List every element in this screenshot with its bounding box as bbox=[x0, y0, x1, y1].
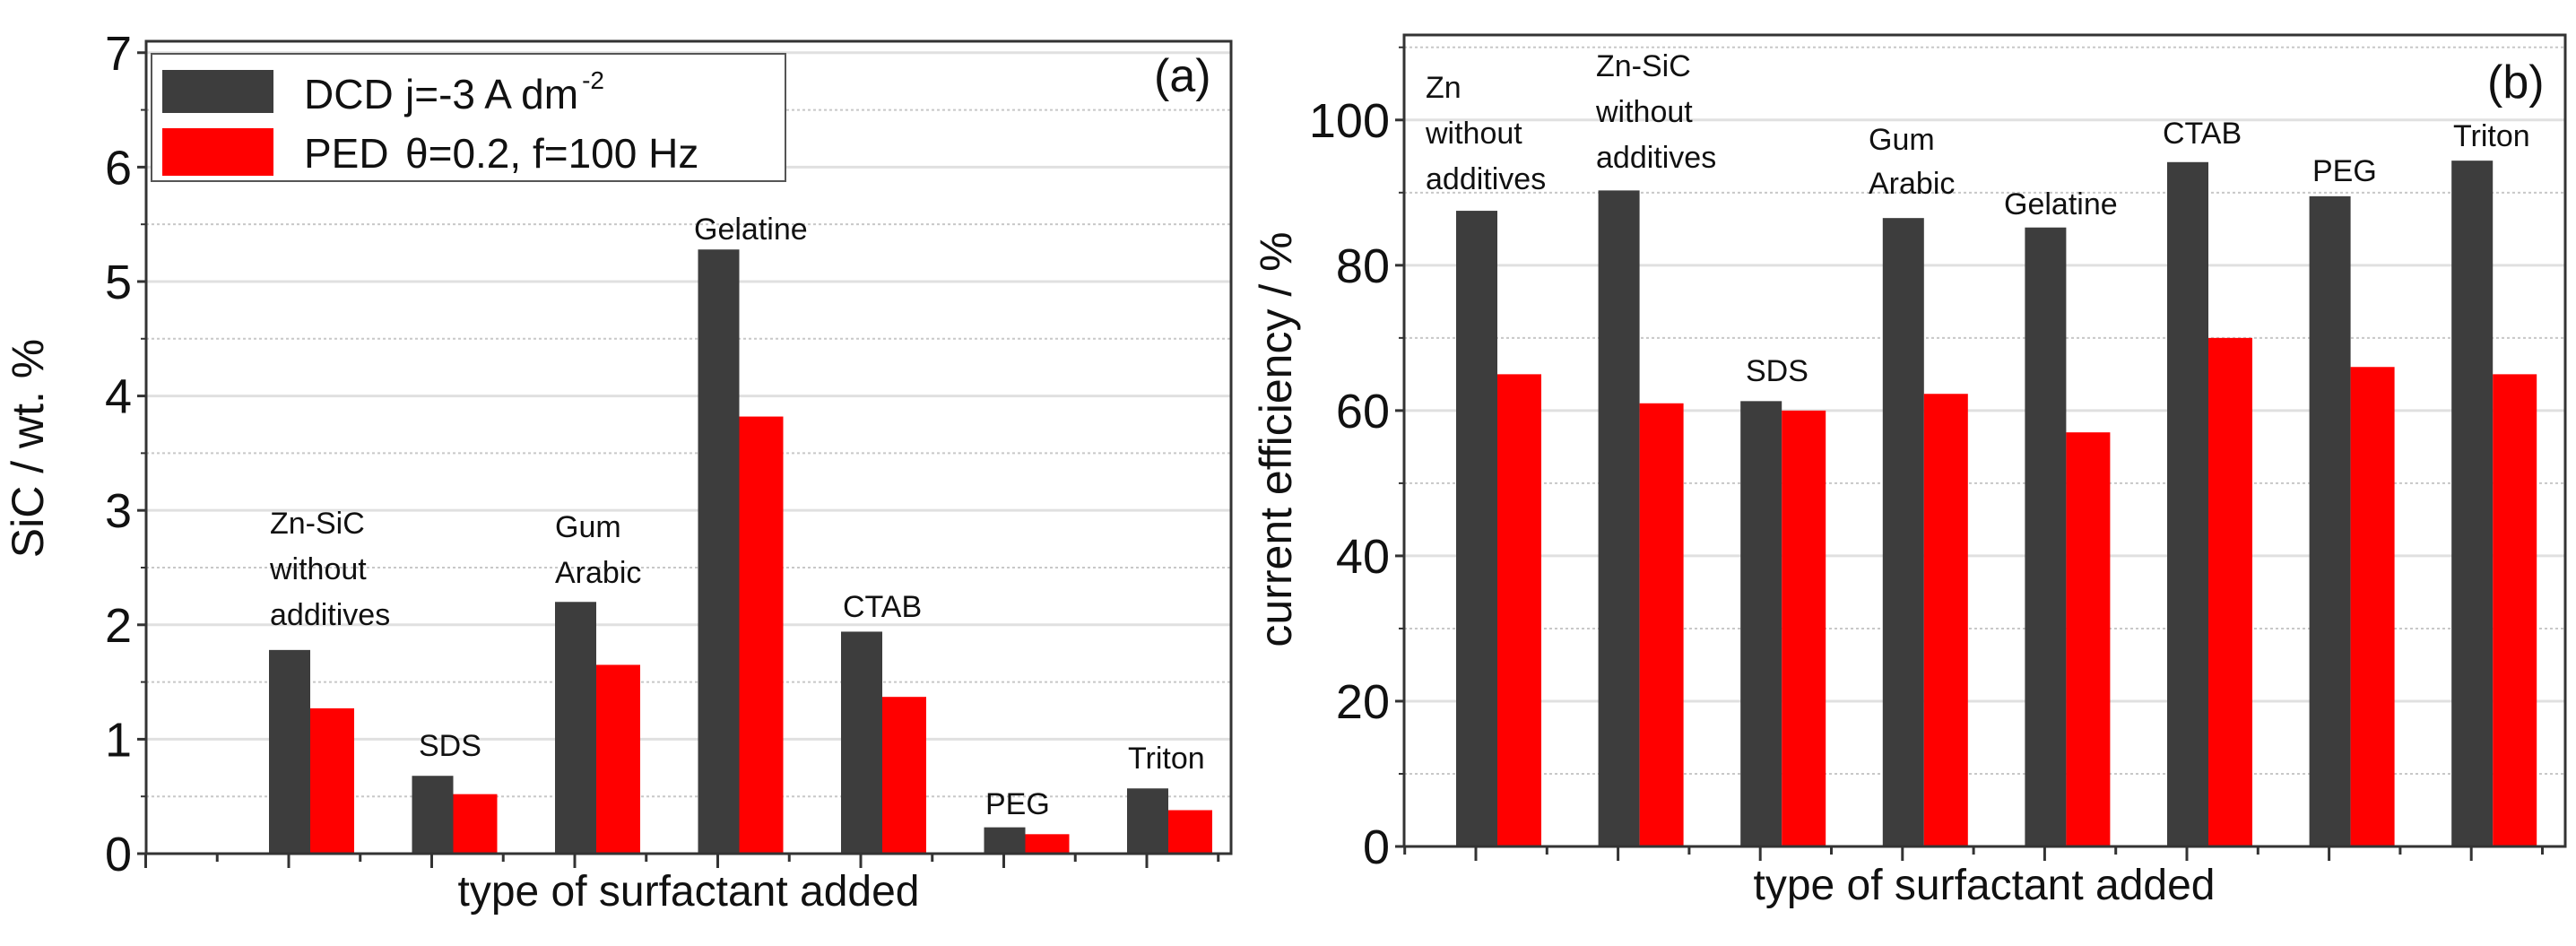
bar-dcd bbox=[1598, 190, 1640, 847]
bar-dcd bbox=[412, 776, 454, 854]
bar-dcd bbox=[2309, 195, 2351, 846]
bar-category-label: Zn bbox=[1426, 71, 1461, 105]
bar-category-label: Gelatine bbox=[2004, 187, 2118, 221]
bar-ped bbox=[739, 416, 784, 854]
bar-ped bbox=[2208, 337, 2252, 847]
bar-category-label: Arabic bbox=[1869, 167, 1955, 201]
bar-category-label: SDS bbox=[1746, 354, 1808, 388]
y-tick-label: 0 bbox=[1363, 820, 1390, 874]
bar-dcd bbox=[2167, 161, 2208, 847]
bar-dcd bbox=[2025, 227, 2067, 846]
bar-category-label: Arabic bbox=[555, 556, 641, 590]
x-axis-title: type of surfactant added bbox=[1753, 862, 2215, 909]
bar-ped bbox=[1639, 403, 1684, 846]
plot-frame bbox=[1402, 33, 2567, 848]
bar-dcd bbox=[984, 827, 1026, 854]
legend-swatch-dcd bbox=[162, 70, 273, 113]
bar-dcd bbox=[1740, 401, 1782, 846]
bar-category-label: SDS bbox=[419, 729, 481, 763]
y-axis-title: SiC / wt. % bbox=[3, 339, 53, 558]
chart-panel-a: Zn-SiC without additives SDS Gum Arabic Gelati… bbox=[3, 27, 1233, 916]
y-axis-title: current efficiency / % bbox=[1251, 231, 1301, 647]
bar-category-label: CTAB bbox=[843, 590, 922, 624]
bar-category-label: Zn-SiC bbox=[270, 507, 365, 541]
bar-category-label: additives bbox=[270, 598, 390, 632]
legend-condition: j=-3 A dm bbox=[403, 71, 578, 117]
bar-category-label: CTAB bbox=[2163, 117, 2242, 151]
bar-dcd bbox=[2451, 161, 2494, 846]
y-tick-label: 3 bbox=[105, 484, 132, 538]
bar-category-label: Triton bbox=[2453, 119, 2530, 153]
y-tick-label: 4 bbox=[105, 370, 132, 424]
bar-ped bbox=[882, 697, 926, 854]
y-tick-label: 6 bbox=[105, 141, 132, 195]
legend-series-name: DCD bbox=[304, 71, 394, 117]
bar-category-label: Triton bbox=[1128, 742, 1205, 776]
bar-ped bbox=[596, 664, 640, 854]
bar-dcd bbox=[269, 649, 310, 854]
bar-ped bbox=[2066, 432, 2111, 846]
y-tick-label: 40 bbox=[1336, 530, 1390, 584]
legend-swatch-ped bbox=[162, 128, 273, 176]
legend-superscript: -2 bbox=[582, 66, 604, 94]
bar-category-label: PEG bbox=[985, 787, 1050, 821]
panel-label: (b) bbox=[2487, 56, 2545, 108]
bar-category-label: additives bbox=[1426, 162, 1546, 196]
y-tick-label: 80 bbox=[1336, 239, 1390, 293]
bar-category-label: PEG bbox=[2312, 154, 2377, 188]
bar-category-label: without bbox=[1425, 117, 1522, 151]
y-tick-label: 2 bbox=[105, 599, 132, 653]
y-tick-label: 1 bbox=[105, 713, 132, 767]
bar-dcd bbox=[1882, 218, 1924, 847]
bar-category-label: Zn-SiC bbox=[1596, 49, 1691, 83]
bar-category-label: Gelatine bbox=[694, 213, 808, 247]
bar-category-label: Gum bbox=[555, 510, 621, 544]
bar-category-label: additives bbox=[1596, 141, 1716, 175]
y-tick-label: 0 bbox=[105, 828, 132, 881]
y-tick-label: 60 bbox=[1336, 385, 1390, 438]
plot-frame bbox=[144, 39, 1233, 855]
y-tick-label: 7 bbox=[105, 27, 132, 81]
x-axis-title: type of surfactant added bbox=[457, 868, 919, 916]
legend: DCD j=-3 A dm -2 PED θ=0.2, f=100 Hz bbox=[151, 53, 786, 182]
bar-ped bbox=[1497, 374, 1541, 846]
bar-ped bbox=[310, 707, 354, 854]
bar-dcd bbox=[1456, 211, 1497, 846]
bar-dcd bbox=[555, 602, 596, 854]
panel-label: (a) bbox=[1154, 50, 1211, 102]
bar-ped bbox=[2350, 367, 2395, 846]
bar-category-label: without bbox=[1595, 95, 1693, 129]
legend-condition: θ=0.2, f=100 Hz bbox=[405, 130, 698, 177]
bar-ped bbox=[453, 794, 498, 854]
bar-category-label: Gum bbox=[1869, 123, 1935, 157]
bar-ped bbox=[2493, 374, 2537, 846]
bar-ped bbox=[1923, 394, 1968, 846]
bar-dcd bbox=[698, 249, 740, 854]
chart-panel-b: Zn without additives Zn-SiC without additives… bbox=[1251, 33, 2567, 909]
bar-dcd bbox=[841, 631, 882, 854]
legend-series-name: PED bbox=[304, 130, 389, 177]
y-tick-label: 100 bbox=[1309, 94, 1390, 148]
bar-ped bbox=[1168, 810, 1212, 854]
bar-ped bbox=[1025, 834, 1070, 854]
bar-ped bbox=[1782, 410, 1826, 846]
bar-category-label: without bbox=[269, 552, 367, 586]
y-tick-label: 20 bbox=[1336, 675, 1390, 729]
y-tick-label: 5 bbox=[105, 256, 132, 309]
bar-dcd bbox=[1127, 788, 1168, 854]
